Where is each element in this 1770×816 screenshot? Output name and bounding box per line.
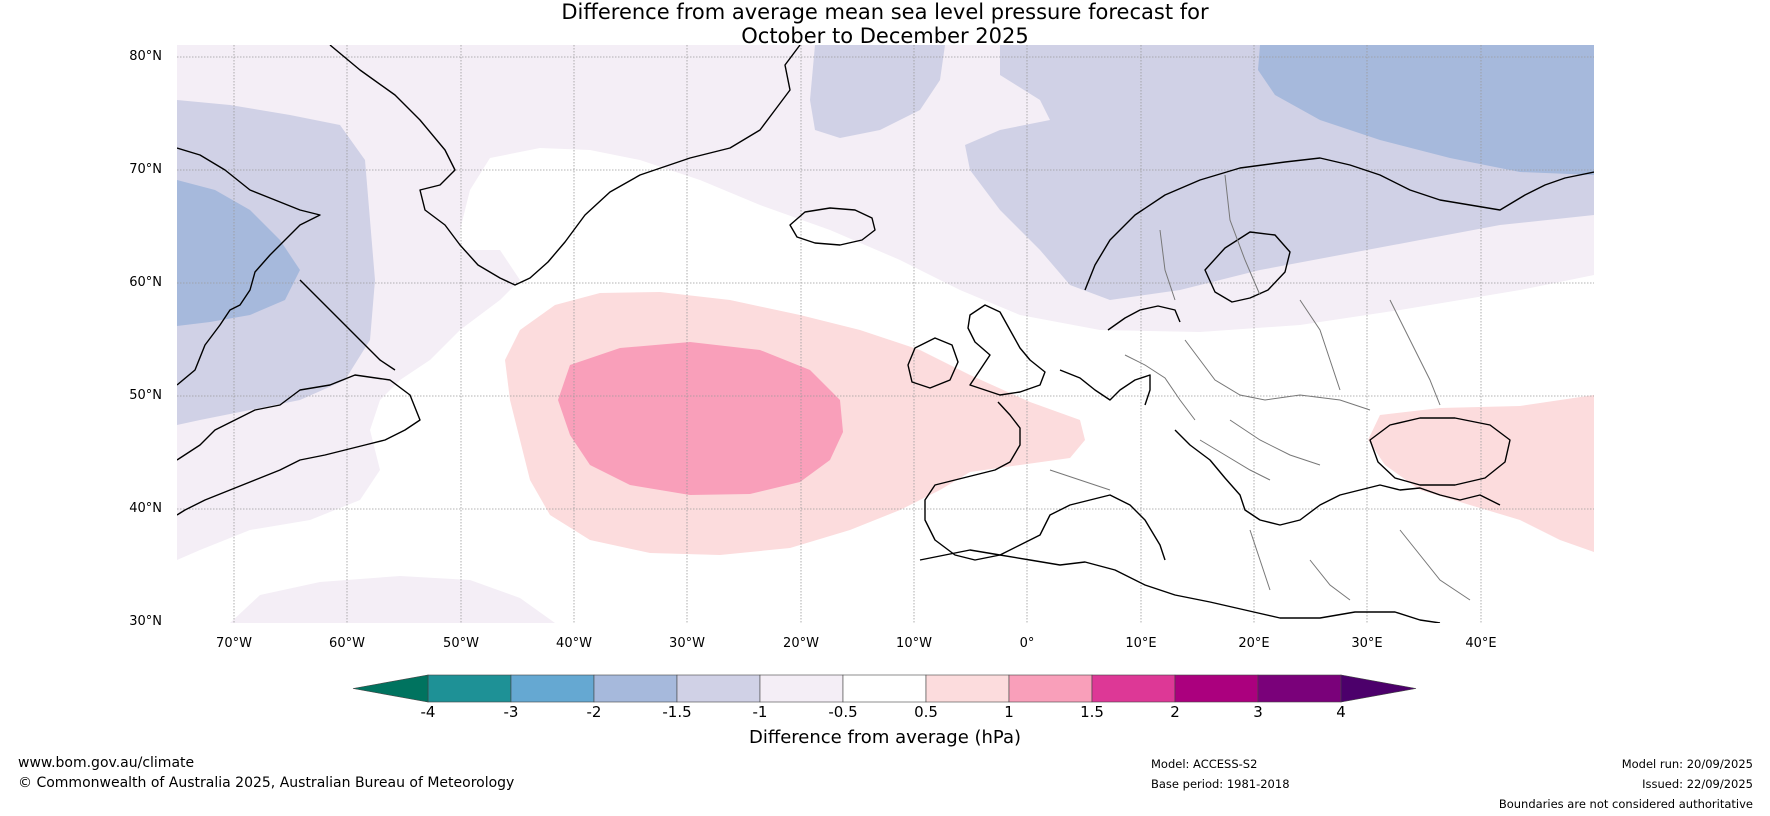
anomaly-region-light-pink-east — [1368, 395, 1594, 552]
latitude-label-30n: 30°N — [129, 614, 162, 629]
colorbar-swatch — [1091, 674, 1176, 703]
longitude-label-30w: 30°W — [669, 636, 705, 651]
coastline-iceland — [789, 207, 876, 246]
longitude-label-20e: 20°E — [1238, 636, 1270, 651]
colorbar-extend-high — [1340, 674, 1417, 703]
colorbar-swatch — [510, 674, 595, 703]
anomaly-region-light-purple-north-central — [810, 45, 945, 138]
colorbar-swatch — [1174, 674, 1259, 703]
longitude-label-10w: 10°W — [896, 636, 932, 651]
longitude-label-40e: 40°E — [1465, 636, 1497, 651]
coastline-north-america — [177, 147, 421, 516]
coastline-north-africa — [919, 549, 1441, 623]
longitude-label-40w: 40°W — [556, 636, 592, 651]
longitude-label-60w: 60°W — [329, 636, 365, 651]
colorbar-tick-label: 0.5 — [914, 703, 938, 721]
coastline-black-sea — [1369, 417, 1511, 486]
colorbar-tick-label: -1.5 — [662, 703, 692, 721]
footer-disclaimer: Boundaries are not considered authoritat… — [1498, 797, 1753, 811]
colorbar-tick-label: 1 — [1004, 703, 1014, 721]
country-borders — [1049, 174, 1471, 601]
anomaly-region-light-lavender-south — [230, 576, 555, 623]
colorbar-tick-label: 2 — [1170, 703, 1180, 721]
colorbar-swatch — [842, 674, 927, 703]
anomaly-region-blue-grey-west — [177, 180, 300, 326]
footer-website: www.bom.gov.au/climate — [18, 755, 195, 771]
longitude-label-10e: 10°E — [1125, 636, 1157, 651]
longitude-label-20w: 20°W — [783, 636, 819, 651]
footer-issued: Issued: 22/09/2025 — [1642, 777, 1753, 791]
map-title-line-1: Difference from average mean sea level p… — [561, 0, 1209, 24]
map-title: Difference from average mean sea level p… — [0, 0, 1770, 48]
latitude-label-50n: 50°N — [129, 388, 162, 403]
colorbar-swatch — [676, 674, 761, 703]
coastline-great-britain — [967, 304, 1046, 396]
colorbar-tick-label: -2 — [586, 703, 602, 721]
longitude-label-50w: 50°W — [443, 636, 479, 651]
colorbar-tick-label: -0.5 — [828, 703, 858, 721]
longitude-label-0: 0° — [1019, 636, 1035, 651]
coastline-europe — [924, 369, 1501, 561]
graticule — [177, 45, 1594, 623]
colorbar-tick-label: 4 — [1336, 703, 1346, 721]
footer-copyright: © Commonwealth of Australia 2025, Austra… — [18, 775, 515, 791]
colorbar-tick-label: -4 — [420, 703, 436, 721]
colorbar-tick-label: -3 — [503, 703, 519, 721]
latitude-label-80n: 80°N — [129, 49, 162, 64]
colorbar-extend-low — [352, 674, 429, 703]
colorbar-tick-label: -1 — [752, 703, 768, 721]
footer-model-run: Model run: 20/09/2025 — [1621, 757, 1753, 771]
latitude-label-60n: 60°N — [129, 275, 162, 290]
colorbar-swatch — [1008, 674, 1093, 703]
colorbar-title: Difference from average (hPa) — [748, 727, 1022, 748]
footer-base-period: Base period: 1981-2018 — [1151, 777, 1290, 791]
anomaly-region-blue-grey-northeast — [1258, 45, 1594, 175]
colorbar-tick-label: 3 — [1253, 703, 1263, 721]
coastline-greenland — [329, 45, 801, 286]
colorbar-swatch — [759, 674, 844, 703]
footer-model: Model: ACCESS-S2 — [1151, 757, 1258, 771]
longitude-label-70w: 70°W — [216, 636, 252, 651]
coastlines — [177, 45, 1594, 623]
latitude-label-70n: 70°N — [129, 162, 162, 177]
longitude-label-30e: 30°E — [1351, 636, 1383, 651]
coastline-scandinavia — [1084, 157, 1594, 331]
colorbar-swatch — [593, 674, 678, 703]
colorbar — [352, 674, 1417, 703]
colorbar-swatch — [1257, 674, 1342, 703]
colorbar-swatch — [427, 674, 512, 703]
colorbar-tick-label: 1.5 — [1080, 703, 1104, 721]
colorbar-swatch — [925, 674, 1010, 703]
latitude-label-40n: 40°N — [129, 501, 162, 516]
map-title-line-2: October to December 2025 — [741, 24, 1029, 48]
coastline-ireland — [907, 337, 959, 389]
anomaly-region-pink-core — [558, 342, 843, 495]
map-plot-area — [177, 45, 1594, 623]
